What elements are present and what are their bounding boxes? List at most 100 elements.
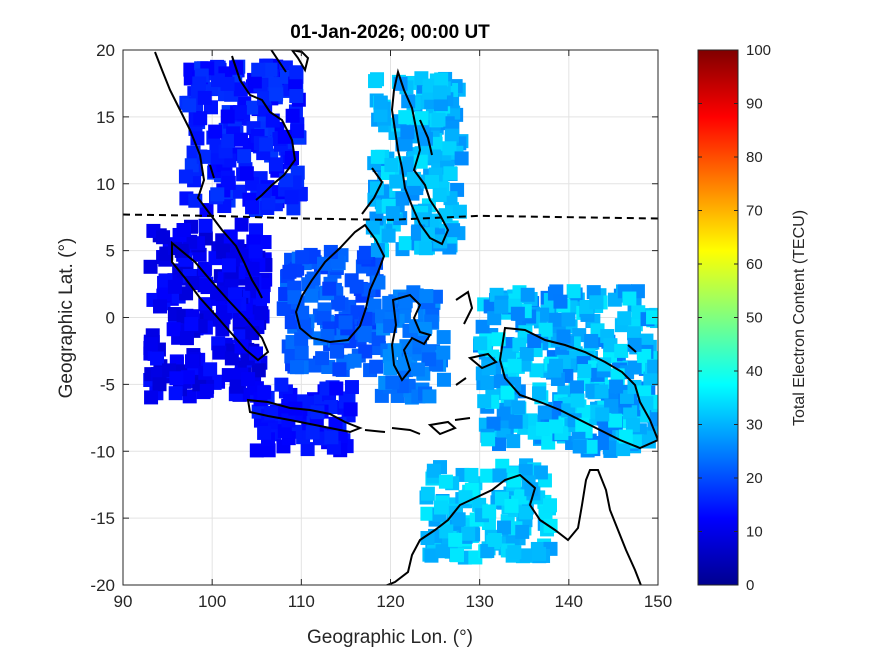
tec-cell	[328, 416, 343, 431]
coastline-philippines	[361, 68, 450, 246]
tec-cell	[332, 362, 347, 377]
tec-cell	[258, 102, 273, 117]
tec-cell	[357, 328, 372, 343]
coastline-moluccas	[455, 290, 498, 386]
y-tick-label: -15	[90, 509, 115, 528]
tec-cell	[193, 111, 208, 126]
tec-cell	[197, 278, 212, 293]
y-tick-label: -10	[90, 442, 115, 461]
tec-cell	[373, 108, 388, 123]
colorbar-tick-label: 70	[746, 203, 763, 220]
tec-cell	[289, 360, 304, 375]
tec-cell	[153, 299, 168, 314]
tec-cell	[454, 151, 469, 166]
coastline-australia	[384, 469, 642, 585]
tec-cell	[322, 281, 337, 296]
tec-cell	[156, 230, 171, 245]
tec-cell	[622, 291, 637, 306]
tec-cell	[595, 407, 610, 422]
tec-cell	[518, 548, 533, 563]
tec-cell	[480, 375, 495, 390]
tec-cell	[370, 149, 385, 164]
tec-cell	[344, 380, 359, 395]
tec-cell	[367, 298, 382, 313]
tec-cell	[373, 95, 388, 110]
tec-cell	[285, 151, 300, 166]
tec-cell	[451, 512, 466, 527]
tec-cell	[221, 133, 236, 148]
tec-cell	[184, 317, 199, 332]
coastline-sulawesi	[390, 293, 432, 382]
tec-cell	[420, 506, 435, 521]
tec-cell	[477, 394, 492, 409]
tec-cell	[184, 158, 199, 173]
tec-cell	[234, 217, 249, 232]
tec-cell	[249, 223, 264, 238]
tec-cell	[274, 377, 289, 392]
tec-cells	[143, 58, 658, 565]
tec-cell	[279, 173, 294, 188]
tec-cell	[420, 531, 435, 546]
colorbar-tick-label: 90	[746, 96, 763, 113]
tec-cell	[511, 400, 526, 415]
tec-cell	[157, 287, 172, 302]
tec-cell	[368, 74, 383, 89]
tec-cell	[182, 98, 197, 113]
tec-cell	[176, 223, 191, 238]
coastlines	[154, 50, 658, 585]
tec-cell	[233, 132, 248, 147]
tec-cell	[617, 311, 632, 326]
tec-cell	[547, 363, 562, 378]
tec-cell	[166, 322, 181, 337]
tec-cell	[384, 158, 399, 173]
tec-cell	[487, 532, 502, 547]
tec-cell	[435, 544, 450, 559]
colorbar	[697, 49, 739, 586]
tec-cell	[349, 279, 364, 294]
tec-cell	[259, 137, 274, 152]
tec-cell	[331, 295, 346, 310]
tec-cell	[343, 402, 358, 417]
tec-cell	[434, 72, 449, 87]
tec-cell	[371, 332, 386, 347]
coastline-borneo	[294, 223, 386, 344]
tec-cell	[410, 362, 425, 377]
tec-cell	[221, 368, 236, 383]
tec-cell	[203, 362, 218, 377]
tec-cell	[295, 305, 310, 320]
tec-cell	[494, 299, 509, 314]
tec-cell	[229, 379, 244, 394]
tec-cell	[538, 322, 553, 337]
tec-cell	[480, 468, 495, 483]
tec-cell	[315, 351, 330, 366]
tec-cell	[561, 312, 576, 327]
tec-cell	[254, 306, 269, 321]
tec-cell	[257, 91, 272, 106]
tec-cell	[650, 412, 658, 427]
tec-cell	[383, 319, 398, 334]
tec-cell	[263, 62, 278, 77]
tec-cell	[185, 276, 200, 291]
tec-cell	[507, 358, 522, 373]
tec-cell	[436, 330, 451, 345]
tec-cell	[577, 364, 592, 379]
colorbar-tick-label: 30	[746, 417, 763, 434]
tec-cell	[295, 250, 310, 265]
tec-cell	[518, 464, 533, 479]
tec-cell	[358, 344, 373, 359]
tec-cell	[389, 174, 404, 189]
tec-cell	[424, 548, 439, 563]
tec-cell	[449, 548, 464, 563]
tec-cell	[402, 156, 417, 171]
colorbar-tick-label: 50	[746, 310, 763, 327]
y-tick-label: 20	[96, 41, 115, 60]
tec-cell	[414, 212, 429, 227]
tec-cell	[276, 301, 291, 316]
tec-cell	[251, 363, 266, 378]
x-tick-label: 150	[644, 592, 672, 611]
colorbar-tick-label: 80	[746, 149, 763, 166]
y-tick-label: 10	[96, 175, 115, 194]
tec-cell	[150, 351, 165, 366]
tec-cell	[432, 85, 447, 100]
